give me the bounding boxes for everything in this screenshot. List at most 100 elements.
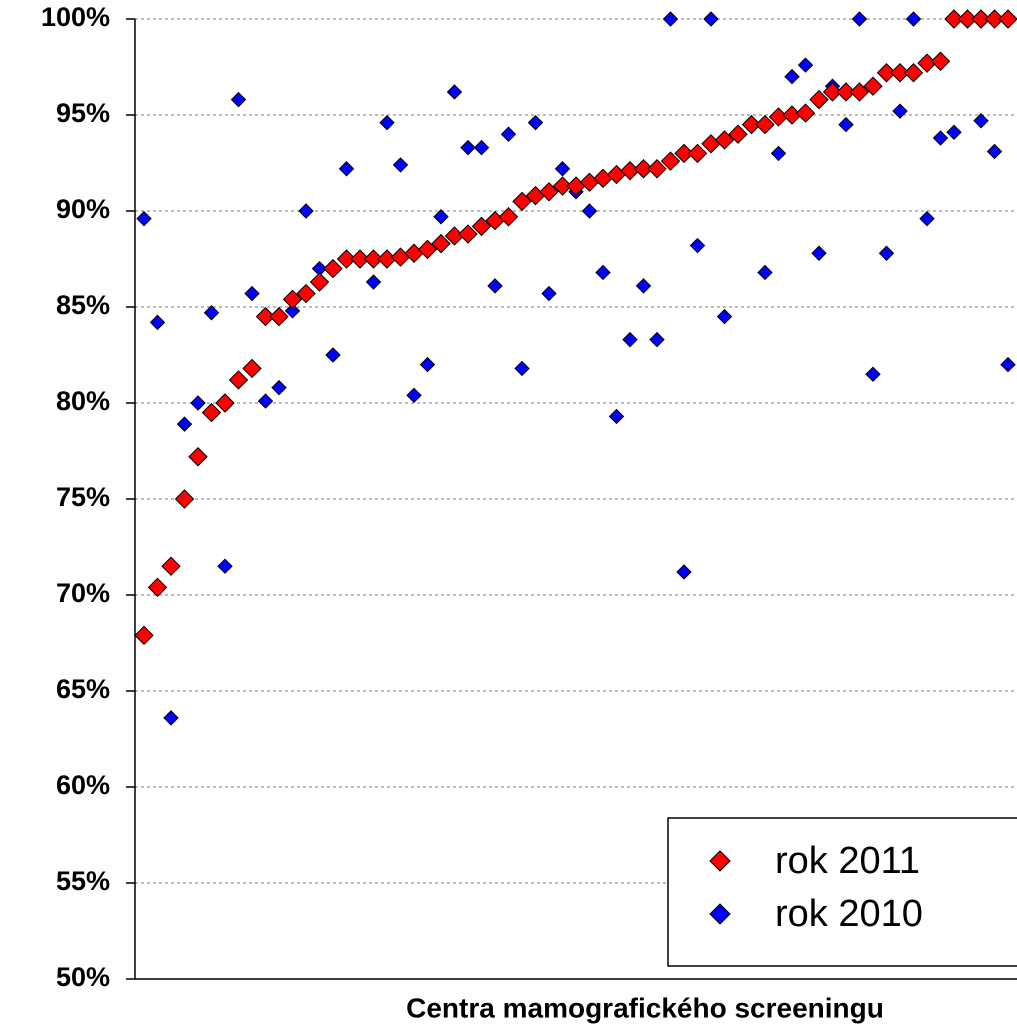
marker [728, 124, 748, 144]
marker [635, 278, 652, 294]
marker [541, 285, 557, 302]
marker [217, 558, 233, 574]
marker [944, 9, 964, 29]
marker [581, 203, 598, 219]
legend-label: rok 2011 [775, 840, 920, 882]
marker [838, 116, 854, 133]
legend-marker [709, 903, 731, 925]
marker [230, 91, 247, 108]
marker [674, 143, 694, 164]
y-tick-label: 60% [56, 770, 110, 800]
marker [984, 9, 1005, 29]
marker [338, 161, 355, 177]
marker [174, 489, 195, 509]
y-tick-label: 55% [56, 866, 110, 896]
marker [500, 126, 517, 142]
marker [284, 303, 301, 319]
marker [365, 274, 382, 290]
marker [471, 216, 492, 237]
marker [676, 564, 692, 580]
marker [552, 176, 573, 196]
marker [703, 11, 719, 27]
marker [647, 159, 667, 179]
marker [379, 114, 395, 131]
marker [539, 182, 559, 202]
marker [836, 82, 856, 102]
marker [149, 314, 166, 331]
marker [822, 82, 843, 102]
marker [325, 347, 341, 363]
marker [228, 370, 249, 390]
marker [336, 249, 357, 269]
marker [755, 114, 775, 135]
marker [1000, 356, 1016, 373]
marker [797, 57, 814, 73]
y-tick-label: 95% [56, 98, 110, 128]
marker [201, 402, 222, 423]
marker [282, 289, 303, 310]
marker [633, 159, 654, 179]
marker [998, 9, 1017, 29]
marker [662, 11, 679, 27]
y-tick-label: 80% [56, 386, 110, 416]
marker [784, 68, 800, 85]
legend-label: rok 2010 [775, 893, 923, 935]
marker [973, 113, 989, 129]
marker [392, 157, 409, 173]
marker [809, 89, 829, 110]
marker [554, 161, 571, 177]
marker [350, 249, 370, 269]
marker [660, 151, 681, 171]
marker [215, 393, 235, 413]
marker [622, 331, 638, 348]
marker [406, 387, 422, 404]
marker [863, 76, 883, 96]
marker [649, 331, 665, 348]
y-tick-label: 100% [41, 2, 110, 32]
marker [595, 264, 611, 281]
marker [190, 395, 206, 411]
marker [795, 103, 816, 123]
marker [876, 63, 897, 83]
legend-box [667, 817, 1017, 967]
marker [203, 305, 220, 321]
marker [458, 224, 478, 244]
marker [932, 130, 949, 146]
marker [460, 139, 476, 156]
marker [134, 625, 154, 646]
marker [986, 143, 1003, 160]
marker [431, 233, 451, 254]
marker [971, 9, 991, 29]
marker [957, 9, 978, 29]
marker [188, 447, 208, 467]
marker [271, 379, 287, 396]
marker [903, 63, 924, 83]
marker [269, 306, 289, 327]
marker [296, 283, 316, 304]
marker [473, 139, 490, 156]
marker [363, 249, 384, 269]
marker [257, 393, 274, 409]
marker [514, 360, 530, 377]
marker [849, 82, 870, 102]
marker [446, 84, 463, 100]
marker [919, 210, 935, 227]
marker [687, 143, 708, 164]
y-tick-label: 85% [56, 290, 110, 320]
marker [946, 124, 962, 140]
y-tick-label: 50% [56, 962, 110, 992]
marker [892, 103, 908, 119]
marker [865, 366, 881, 382]
y-tick-label: 90% [56, 194, 110, 224]
marker [309, 272, 330, 292]
marker [741, 114, 762, 135]
marker [255, 306, 276, 327]
marker [147, 577, 168, 598]
marker [498, 207, 519, 227]
legend-marker [709, 850, 731, 872]
marker [811, 245, 827, 261]
marker [890, 63, 910, 83]
marker [323, 258, 343, 279]
marker [163, 710, 179, 726]
